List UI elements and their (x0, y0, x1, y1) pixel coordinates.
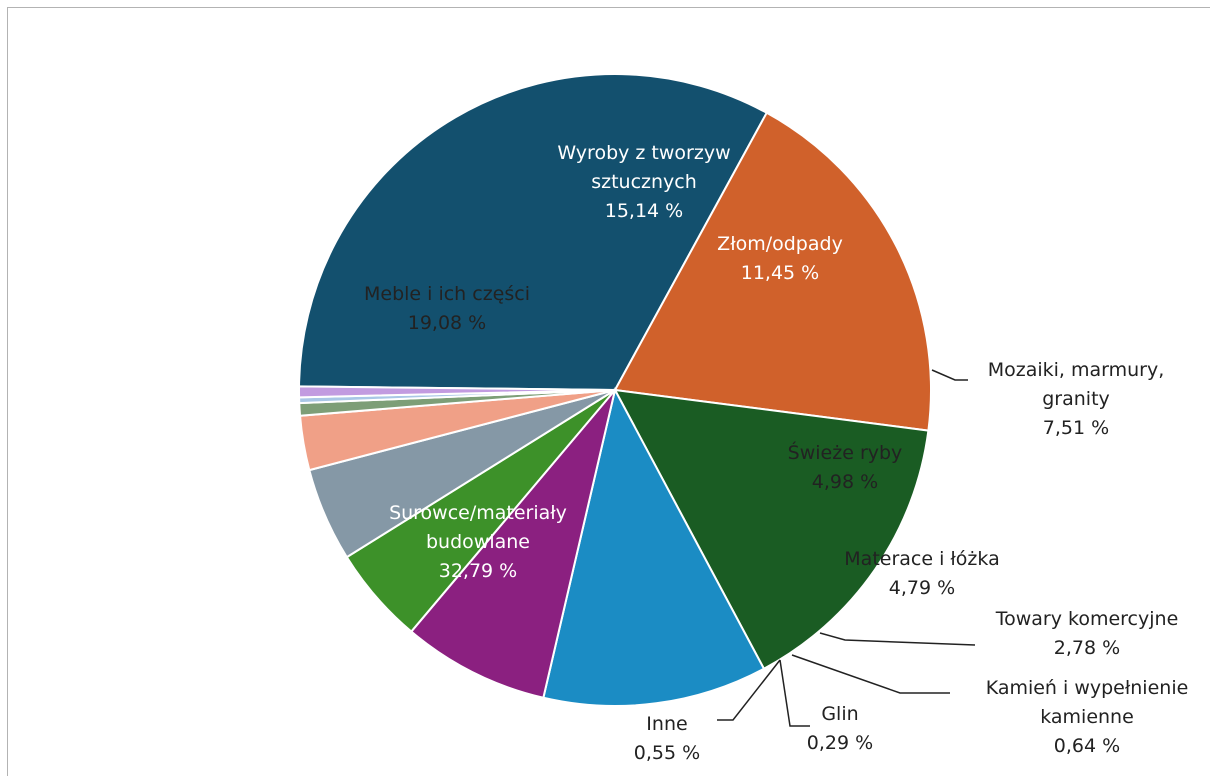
data-label-value-wyroby-z-tworzyw-sztucznych: 15,14 % (605, 200, 684, 222)
leader-line-kamień-i-wypełnienie-kamienne (791, 654, 950, 694)
data-label-category-glin: Glin (821, 703, 858, 725)
leader-line-mozaiki-marmury-granity (931, 369, 968, 381)
data-label-category-wyroby-z-tworzyw-sztucznych: Wyroby z tworzyw (557, 142, 730, 164)
leader-line-inne (717, 659, 781, 721)
pie-slice-wyroby-z-tworzyw-sztucznych (613, 388, 930, 671)
pie-slice-złom-odpady (542, 387, 766, 707)
data-label-category-kamień-i-wypełnienie-kamienne: Kamień i wypełnienie (986, 677, 1189, 699)
data-label-category-towary-komercyjne: Towary komercyjne (995, 608, 1179, 630)
data-label-category-złom-odpady: Złom/odpady (717, 233, 843, 255)
data-label-value-materace-i-łóżka: 4,79 % (889, 577, 955, 599)
pie-slice-inne (298, 385, 616, 399)
data-label-value-złom-odpady: 11,45 % (741, 262, 820, 284)
data-label-value-świeże-ryby: 4,98 % (812, 471, 878, 493)
data-label-value-kamień-i-wypełnienie-kamienne: 0,64 % (1054, 735, 1120, 757)
data-label-category-surowce-materiały-budowlane: budowlane (426, 531, 530, 553)
data-label-category-meble-i-ich-części: Meble i ich części (364, 283, 530, 305)
pie-slice-mozaiki-marmury-granity (409, 389, 616, 699)
leader-line-glin (779, 659, 810, 727)
data-label-category-wyroby-z-tworzyw-sztucznych: sztucznych (591, 171, 697, 193)
leader-line-towary-komercyjne (819, 632, 976, 646)
data-label-category-materace-i-łóżka: Materace i łóżka (844, 548, 999, 570)
data-label-value-glin: 0,29 % (807, 732, 873, 754)
data-label-category-świeże-ryby: Świeże ryby (788, 440, 903, 464)
pie-slice-surowce-materiały-budowlane (298, 73, 769, 392)
data-label-value-mozaiki-marmury-granity: 7,51 % (1043, 417, 1109, 439)
data-label-category-surowce-materiały-budowlane: Surowce/materiały (389, 502, 567, 524)
data-label-category-mozaiki-marmury-granity: granity (1042, 388, 1110, 410)
data-label-value-towary-komercyjne: 2,78 % (1054, 637, 1120, 659)
data-label-value-meble-i-ich-części: 19,08 % (408, 312, 487, 334)
data-label-category-kamień-i-wypełnienie-kamienne: kamienne (1040, 706, 1134, 728)
data-label-category-inne: Inne (646, 713, 687, 735)
data-label-category-mozaiki-marmury-granity: Mozaiki, marmury, (988, 359, 1165, 381)
data-label-value-surowce-materiały-budowlane: 32,79 % (439, 560, 518, 582)
data-label-value-inne: 0,55 % (634, 742, 700, 764)
pie-slice-meble-i-ich-części (613, 111, 932, 432)
